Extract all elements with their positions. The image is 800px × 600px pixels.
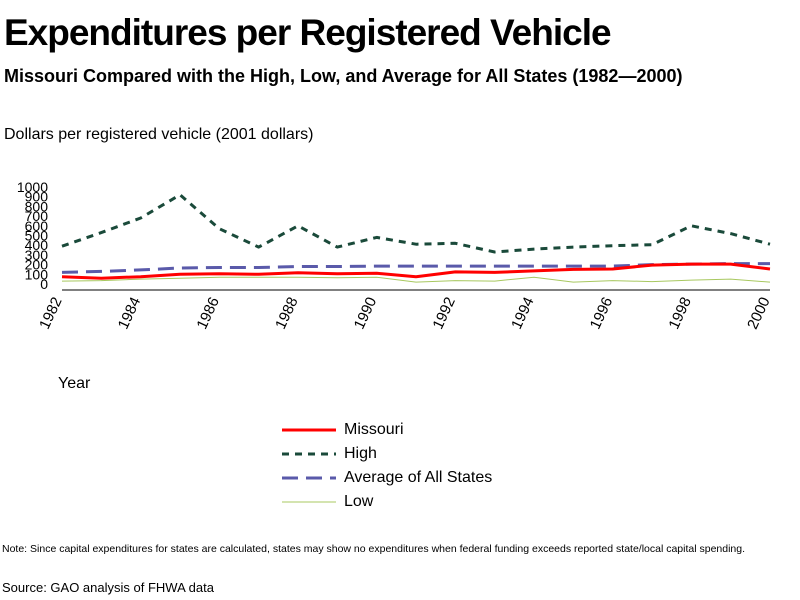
y-tick-label: 900 (25, 189, 49, 205)
legend-item: Missouri (282, 418, 492, 442)
x-tick-label: 1996 (587, 295, 617, 332)
series-line (61, 276, 771, 283)
legend-item: Low (282, 490, 492, 514)
legend-label: High (344, 445, 377, 462)
legend: Missouri High Average of All States Low (282, 418, 492, 514)
legend-swatch (282, 501, 336, 503)
x-tick-label: 1984 (115, 295, 145, 332)
legend-label: Low (344, 493, 374, 510)
y-tick-label: 800 (25, 198, 49, 214)
legend-item: High (282, 442, 492, 466)
x-tick-label: 1992 (429, 295, 459, 332)
legend-swatch (282, 452, 336, 456)
series-line (61, 262, 771, 280)
chart-title: Expenditures per Registered Vehicle (4, 12, 612, 53)
y-tick-label: 0 (40, 276, 48, 292)
y-tick-label: 300 (25, 247, 49, 263)
x-tick-label: 1998 (665, 295, 695, 332)
source-note: Source: GAO analysis of FHWA data (2, 580, 214, 595)
x-tick-label: 1982 (36, 295, 66, 332)
x-tick-label: 1994 (508, 295, 538, 332)
y-tick-label: 600 (25, 218, 49, 234)
x-tick-label: 1988 (272, 295, 302, 332)
footnote: Note: Since capital expenditures for sta… (2, 543, 746, 555)
legend-label: Missouri (344, 421, 404, 438)
y-tick-label: 400 (25, 237, 49, 253)
legend-swatch (282, 476, 336, 480)
x-tick-label: 2000 (744, 295, 774, 332)
y-tick-label: 700 (25, 208, 49, 224)
y-axis-label: Dollars per registered vehicle (2001 dol… (4, 126, 314, 143)
y-tick-label: 100 (25, 266, 49, 282)
x-tick-label: 1990 (351, 295, 381, 332)
y-tick-label: 1000 (17, 179, 48, 195)
legend-item: Average of All States (282, 466, 492, 490)
series-line (61, 193, 771, 254)
x-tick-label: 1986 (193, 295, 223, 332)
legend-label: Average of All States (344, 469, 493, 486)
y-tick-label: 200 (25, 257, 49, 273)
chart-subtitle: Missouri Compared with the High, Low, an… (4, 66, 683, 86)
y-tick-label: 500 (25, 228, 49, 244)
x-axis-label: Year (58, 375, 91, 392)
legend-swatch (282, 428, 336, 432)
